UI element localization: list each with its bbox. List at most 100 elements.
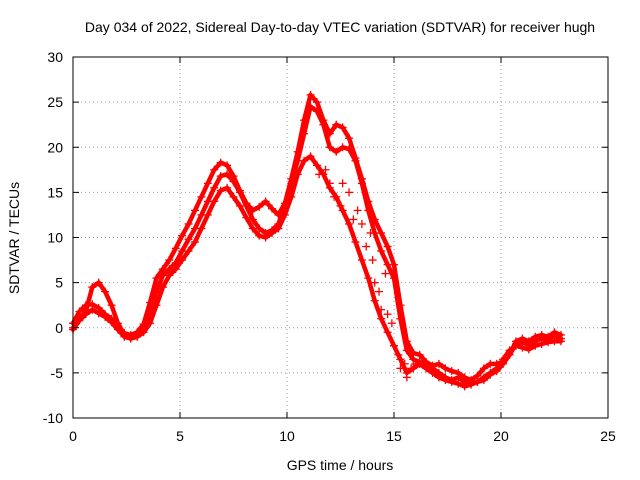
y-tick-label: 15 <box>47 184 63 200</box>
data-point <box>441 376 450 385</box>
data-point <box>306 102 315 111</box>
data-point <box>81 310 90 319</box>
data-point <box>306 90 315 99</box>
scatter-point <box>336 201 345 210</box>
scatter-point <box>375 287 384 296</box>
scatter-point <box>383 310 392 319</box>
data-point <box>101 312 110 321</box>
data-point <box>158 283 167 292</box>
data-point <box>332 120 341 129</box>
x-tick-label: 25 <box>600 428 616 444</box>
data-point <box>216 172 225 181</box>
data-point <box>280 210 289 219</box>
data-point <box>364 206 373 215</box>
data-point <box>171 244 180 253</box>
data-point <box>396 355 405 364</box>
series-layer <box>69 90 565 391</box>
series-trace-2 <box>70 104 564 386</box>
data-point <box>338 123 347 132</box>
data-point <box>434 359 443 368</box>
data-point <box>518 343 527 352</box>
data-point <box>255 231 264 240</box>
data-point <box>165 271 174 280</box>
data-point <box>255 202 264 211</box>
x-tick-label: 20 <box>493 428 509 444</box>
y-tick-label: 20 <box>47 139 63 155</box>
data-point <box>203 210 212 219</box>
data-point <box>479 364 488 373</box>
data-point <box>300 129 309 138</box>
data-point <box>94 309 103 318</box>
x-tick-label: 15 <box>386 428 402 444</box>
data-point <box>190 206 199 215</box>
data-point <box>184 219 193 228</box>
x-tick-label: 0 <box>69 428 77 444</box>
data-point <box>261 197 270 206</box>
data-point <box>216 186 225 195</box>
data-point <box>447 377 456 386</box>
data-point <box>113 325 122 334</box>
data-point <box>203 179 212 188</box>
data-point <box>223 161 232 170</box>
scatter-point <box>396 364 405 373</box>
data-point <box>107 318 116 327</box>
data-point <box>357 179 366 188</box>
data-point <box>184 247 193 256</box>
data-point <box>107 301 116 310</box>
data-point <box>146 319 155 328</box>
data-point <box>293 170 302 179</box>
data-point <box>556 337 565 346</box>
data-point <box>197 192 206 201</box>
data-point <box>473 377 482 386</box>
data-point <box>139 328 148 337</box>
data-point <box>319 120 328 129</box>
data-point <box>261 233 270 242</box>
scatter-point <box>387 319 396 328</box>
y-tick-label: -10 <box>43 410 63 426</box>
data-point <box>325 143 334 152</box>
data-point <box>235 201 244 210</box>
data-point <box>312 107 321 116</box>
data-point <box>190 238 199 247</box>
data-point <box>248 224 257 233</box>
data-point <box>223 170 232 179</box>
data-point <box>133 332 142 341</box>
data-point <box>434 373 443 382</box>
series-trace-1 <box>70 92 564 383</box>
data-point <box>454 379 463 388</box>
data-point <box>178 231 187 240</box>
data-point <box>511 341 520 350</box>
data-point <box>422 364 431 373</box>
data-point <box>377 247 386 256</box>
data-point <box>479 373 488 382</box>
data-point <box>268 204 277 213</box>
scatter-point <box>370 278 379 287</box>
data-point <box>499 355 508 364</box>
scatter-point <box>377 305 386 314</box>
data-point <box>537 339 546 348</box>
data-point <box>524 345 533 354</box>
y-tick-label: 5 <box>55 275 63 291</box>
scatter-point <box>321 165 330 174</box>
data-point <box>544 338 553 347</box>
x-tick-label: 10 <box>279 428 295 444</box>
data-point <box>345 134 354 143</box>
data-point <box>351 238 360 247</box>
data-point <box>152 274 161 283</box>
data-point <box>492 364 501 373</box>
data-point <box>229 192 238 201</box>
data-point <box>178 256 187 265</box>
y-tick-label: 10 <box>47 230 63 246</box>
data-point <box>126 334 135 343</box>
data-point <box>428 368 437 377</box>
data-point <box>210 183 219 192</box>
data-point <box>345 145 354 154</box>
scatter-point <box>366 228 375 237</box>
scatter-point <box>330 192 339 201</box>
scatter-point <box>368 256 377 265</box>
data-point <box>171 265 180 274</box>
data-point <box>460 382 469 391</box>
scatter-point <box>400 359 409 368</box>
data-point <box>165 256 174 265</box>
